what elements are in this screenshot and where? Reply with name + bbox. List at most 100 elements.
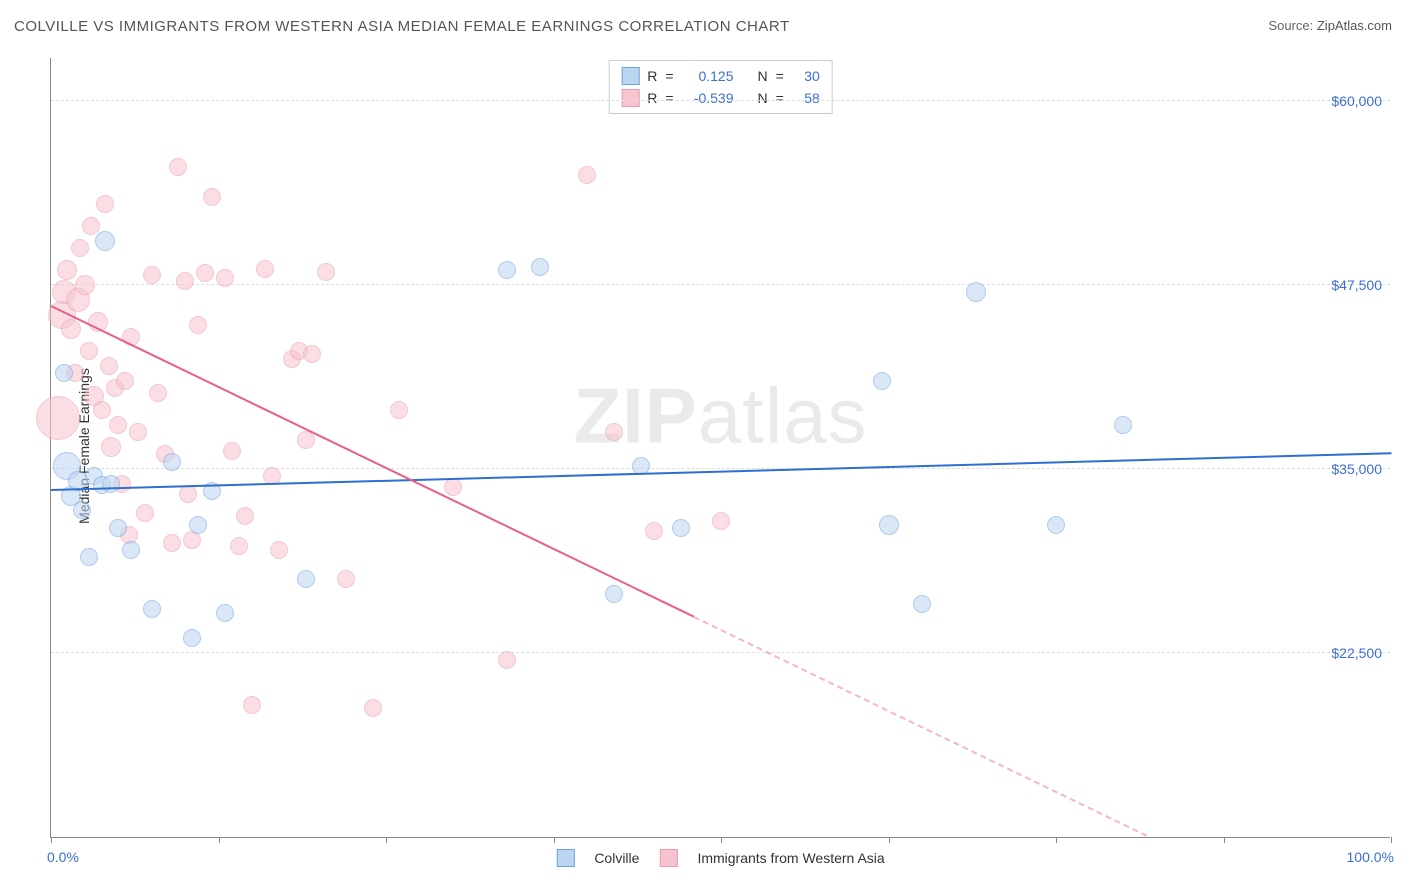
x-tick [721,837,722,843]
x-axis-min-label: 0.0% [47,849,79,865]
source-attribution: Source: ZipAtlas.com [1268,18,1392,33]
stats-legend-row: R = -0.539 N = 58 [621,87,820,109]
gridline [51,652,1390,653]
scatter-point [61,319,81,339]
scatter-point [80,342,98,360]
scatter-point [498,261,516,279]
scatter-point [163,534,181,552]
y-tick-label: $47,500 [1331,277,1382,293]
scatter-point [122,541,140,559]
x-tick [386,837,387,843]
scatter-point [93,401,111,419]
scatter-point [879,515,899,535]
x-tick [51,837,52,843]
x-tick [1056,837,1057,843]
scatter-point [966,282,986,302]
legend-swatch-icon [621,67,639,85]
scatter-point [109,416,127,434]
scatter-point [645,522,663,540]
scatter-point [96,195,114,213]
scatter-point [444,478,462,496]
scatter-point [80,548,98,566]
gridline [51,100,1390,101]
series-label: Immigrants from Western Asia [697,850,884,866]
scatter-point [179,485,197,503]
gridline [51,284,1390,285]
scatter-point [1047,516,1065,534]
watermark-rest: atlas [698,372,868,460]
chart-title: COLVILLE VS IMMIGRANTS FROM WESTERN ASIA… [14,18,790,35]
legend-n-value: 30 [792,65,820,87]
series-legend: Colville Immigrants from Western Asia [556,849,884,867]
scatter-point [149,384,167,402]
scatter-point [672,519,690,537]
scatter-point [605,585,623,603]
scatter-point [136,504,154,522]
source-label: Source: [1268,18,1313,33]
scatter-point [531,258,549,276]
plot-area: ZIPatlas R = 0.125 N = 30 R = -0.539 N =… [50,58,1390,838]
scatter-point [712,512,730,530]
scatter-point [196,264,214,282]
legend-swatch-icon [621,89,639,107]
legend-swatch-icon [659,849,677,867]
scatter-point [230,537,248,555]
scatter-point [143,600,161,618]
scatter-point [270,541,288,559]
scatter-point [364,699,382,717]
y-tick-label: $60,000 [1331,93,1382,109]
scatter-point [95,231,115,251]
legend-swatch-icon [556,849,574,867]
scatter-point [498,651,516,669]
scatter-point [236,507,254,525]
scatter-point [183,629,201,647]
scatter-point [256,260,274,278]
scatter-point [143,266,161,284]
scatter-point [203,188,221,206]
x-tick [1391,837,1392,843]
legend-n-label: N [758,65,768,87]
scatter-point [100,357,118,375]
source-value: ZipAtlas.com [1317,18,1392,33]
scatter-point [297,570,315,588]
scatter-point [55,364,73,382]
y-tick-label: $22,500 [1331,645,1382,661]
stats-legend-row: R = 0.125 N = 30 [621,65,820,87]
scatter-point [1114,416,1132,434]
trend-line [694,616,1148,837]
x-axis-max-label: 100.0% [1347,849,1394,865]
legend-eq: = [776,87,784,109]
scatter-point [913,595,931,613]
scatter-point [337,570,355,588]
scatter-point [216,269,234,287]
legend-r-value: -0.539 [682,87,734,109]
y-tick-label: $35,000 [1331,461,1382,477]
scatter-point [873,372,891,390]
legend-r-value: 0.125 [682,65,734,87]
scatter-point [129,423,147,441]
legend-n-label: N [758,87,768,109]
scatter-point [71,239,89,257]
scatter-point [189,516,207,534]
gridline [51,468,1390,469]
scatter-point [223,442,241,460]
legend-n-value: 58 [792,87,820,109]
scatter-point [176,272,194,290]
scatter-point [75,275,95,295]
x-tick [219,837,220,843]
scatter-point [57,260,77,280]
stats-legend: R = 0.125 N = 30 R = -0.539 N = 58 [608,60,833,114]
scatter-point [73,501,91,519]
scatter-point [189,316,207,334]
scatter-point [116,372,134,390]
scatter-point [169,158,187,176]
scatter-point [216,604,234,622]
scatter-point [109,519,127,537]
scatter-point [605,423,623,441]
scatter-point [102,475,120,493]
watermark-bold: ZIP [573,372,697,460]
scatter-point [390,401,408,419]
x-tick [1224,837,1225,843]
trend-line [51,452,1391,491]
scatter-point [101,437,121,457]
